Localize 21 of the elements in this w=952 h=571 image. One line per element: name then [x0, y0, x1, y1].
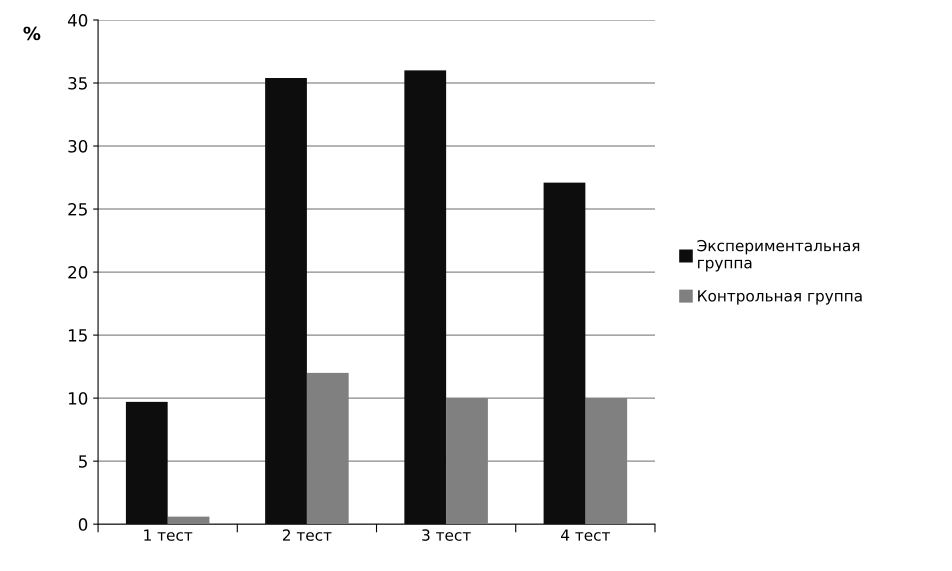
- y-axis-title: %: [23, 26, 40, 40]
- y-tick-label: 25: [68, 203, 87, 216]
- bar: [265, 78, 307, 524]
- y-tick-label: 5: [79, 455, 87, 468]
- bar: [404, 70, 446, 524]
- y-tick-label: 0: [78, 518, 88, 531]
- x-tick-label: 3 тест: [422, 529, 471, 541]
- x-tick-label: 4 тест: [561, 530, 610, 541]
- y-tick-label: 20: [68, 266, 88, 279]
- bar: [168, 516, 210, 524]
- legend-label: Экспериментальная группа: [698, 240, 860, 272]
- x-tick-label: 2 тест: [282, 529, 332, 541]
- y-tick-label: 10: [68, 392, 88, 405]
- y-tick-label: 15: [68, 329, 87, 342]
- legend-label: Контрольная группа: [698, 290, 862, 305]
- y-tick-label: 30: [68, 140, 88, 153]
- bar: [544, 182, 586, 524]
- x-tick-label: 1 тест: [144, 530, 192, 541]
- bar: [126, 402, 168, 524]
- y-tick-label: 35: [68, 76, 87, 90]
- y-tick-label: 40: [68, 14, 88, 27]
